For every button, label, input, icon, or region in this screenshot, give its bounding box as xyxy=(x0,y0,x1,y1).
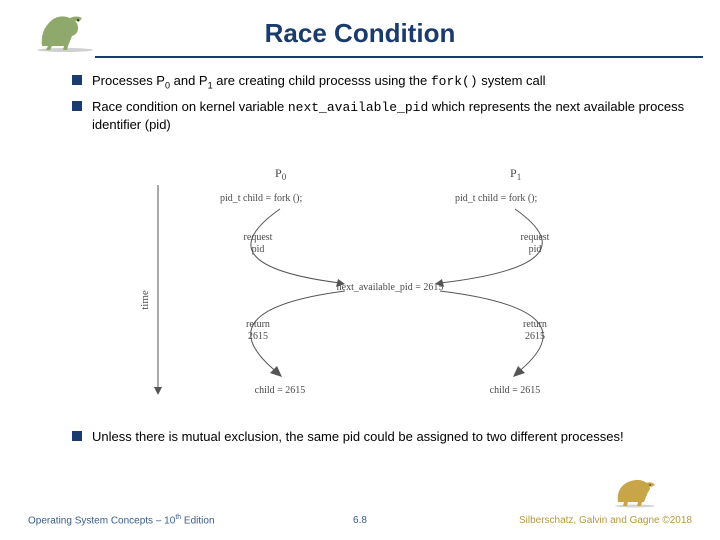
p0-fork: pid_t child = fork (); xyxy=(220,193,303,204)
p0-return-val: 2615 xyxy=(248,331,268,342)
bullet-text: Processes P0 and P1 are creating child p… xyxy=(92,72,700,92)
p1-return-val: 2615 xyxy=(525,331,545,342)
slide-title: Race Condition xyxy=(0,18,720,49)
content-area: Processes P0 and P1 are creating child p… xyxy=(72,72,700,140)
bullet-text: Race condition on kernel variable next_a… xyxy=(92,98,700,134)
bullet-item: Race condition on kernel variable next_a… xyxy=(72,98,700,134)
p0-label: P0 xyxy=(275,166,287,182)
p1-child: child = 2615 xyxy=(490,385,541,396)
p0-request: request xyxy=(244,232,273,243)
footer: Operating System Concepts – 10th Edition… xyxy=(0,496,720,526)
p1-return: return xyxy=(523,319,547,330)
p1-request: request xyxy=(521,232,550,243)
bottom-content: Unless there is mutual exclusion, the sa… xyxy=(72,428,700,452)
bullet-item: Processes P0 and P1 are creating child p… xyxy=(72,72,700,92)
bullet-item: Unless there is mutual exclusion, the sa… xyxy=(72,428,700,446)
p1-fork: pid_t child = fork (); xyxy=(455,193,538,204)
p0-request-pid: pid xyxy=(252,244,265,255)
header: Race Condition xyxy=(0,8,720,58)
slide: Race Condition Processes P0 and P1 are c… xyxy=(0,0,720,540)
bullet-marker-icon xyxy=(72,75,82,85)
footer-copyright: Silberschatz, Galvin and Gagne ©2018 xyxy=(519,515,692,526)
p1-request-pid: pid xyxy=(529,244,542,255)
center-pid: next_available_pid = 2615 xyxy=(337,282,444,293)
p1-label: P1 xyxy=(510,166,521,182)
bullet-marker-icon xyxy=(72,431,82,441)
p0-return: return xyxy=(246,319,270,330)
race-condition-diagram: time P0 P1 pid_t child = fork (); pid_t … xyxy=(140,165,610,415)
title-underline xyxy=(95,56,703,58)
time-axis-label: time xyxy=(140,290,151,310)
bullet-text: Unless there is mutual exclusion, the sa… xyxy=(92,428,700,446)
bullet-marker-icon xyxy=(72,101,82,111)
p0-child: child = 2615 xyxy=(255,385,306,396)
